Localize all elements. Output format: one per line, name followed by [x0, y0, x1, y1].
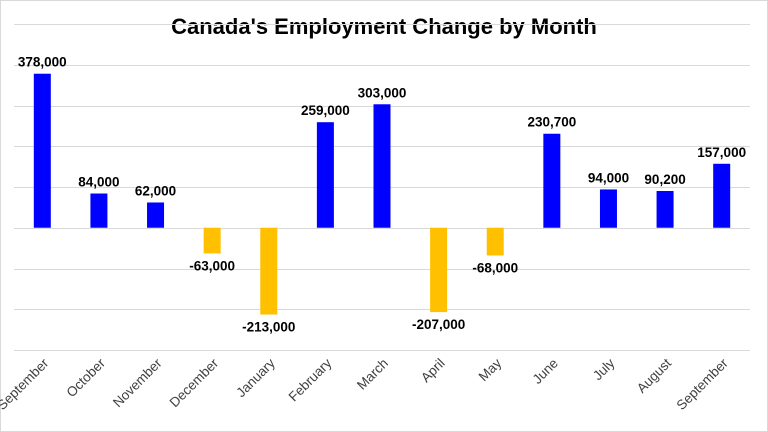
- data-label: -63,000: [189, 258, 235, 273]
- x-tick-label: May: [476, 355, 505, 384]
- data-label: -207,000: [412, 317, 465, 332]
- x-tick-label: November: [110, 355, 165, 410]
- x-tick-label: August: [634, 355, 675, 396]
- data-label: 230,700: [527, 115, 576, 130]
- bar: [203, 227, 221, 254]
- data-label: 259,000: [301, 103, 350, 118]
- bar: [430, 227, 448, 313]
- x-tick-label: December: [167, 355, 222, 410]
- x-tick-label: February: [286, 355, 335, 404]
- bar: [316, 122, 334, 228]
- data-label: 303,000: [358, 85, 407, 100]
- bar: [486, 227, 504, 256]
- data-label: 378,000: [18, 55, 67, 70]
- x-axis-labels: September October November December January F…: [0, 355, 731, 413]
- data-label: -68,000: [472, 260, 518, 275]
- bar: [599, 189, 617, 228]
- data-label: -213,000: [242, 320, 295, 335]
- bar: [373, 104, 391, 228]
- bar: [713, 163, 731, 228]
- bar: [147, 202, 165, 228]
- bar: [90, 193, 108, 228]
- data-labels: 378,000 84,000 62,000 -63,000 -213,000 259,00…: [18, 55, 746, 335]
- bar: [260, 227, 278, 315]
- bar: [33, 73, 51, 228]
- x-tick-label: January: [233, 355, 278, 400]
- bars: [33, 73, 731, 315]
- x-tick-label: April: [418, 356, 448, 386]
- x-tick-label: June: [530, 356, 561, 387]
- x-tick-label: September: [674, 355, 732, 413]
- data-label: 84,000: [78, 175, 119, 190]
- x-tick-label: October: [63, 355, 108, 400]
- data-label: 94,000: [588, 170, 629, 185]
- bar: [543, 133, 561, 228]
- bar: [656, 190, 674, 228]
- x-tick-label: September: [0, 355, 52, 413]
- data-label: 157,000: [697, 145, 746, 160]
- data-label: 62,000: [135, 183, 176, 198]
- x-tick-label: March: [354, 356, 391, 393]
- x-tick-label: July: [590, 355, 618, 383]
- data-label: 90,200: [644, 172, 685, 187]
- chart-title: Canada's Employment Change by Month: [171, 14, 597, 39]
